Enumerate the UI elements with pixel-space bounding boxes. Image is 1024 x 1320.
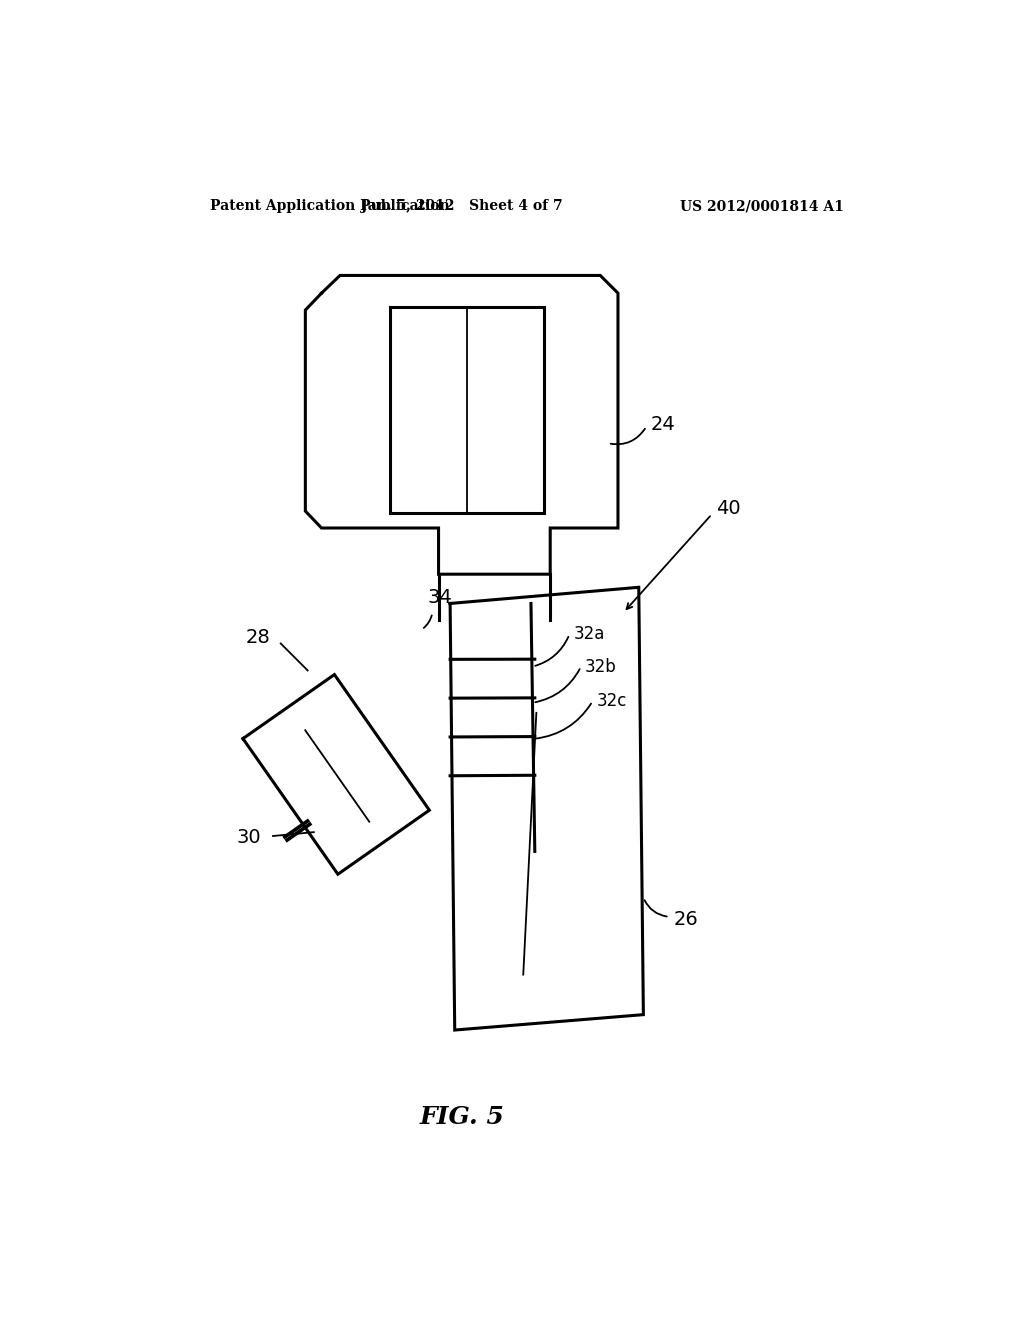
Text: FIG. 5: FIG. 5 [419,1105,504,1129]
Text: 32b: 32b [585,657,616,676]
Text: 26: 26 [674,909,698,929]
Text: 24: 24 [650,414,675,433]
Text: 32a: 32a [573,626,605,643]
Text: 40: 40 [716,499,740,519]
Text: 30: 30 [237,828,261,847]
Text: US 2012/0001814 A1: US 2012/0001814 A1 [680,199,844,213]
Text: Jan. 5, 2012   Sheet 4 of 7: Jan. 5, 2012 Sheet 4 of 7 [360,199,562,213]
Text: Patent Application Publication: Patent Application Publication [210,199,450,213]
Text: 28: 28 [246,628,270,647]
Text: 32c: 32c [596,692,627,710]
Text: 34: 34 [427,587,452,607]
